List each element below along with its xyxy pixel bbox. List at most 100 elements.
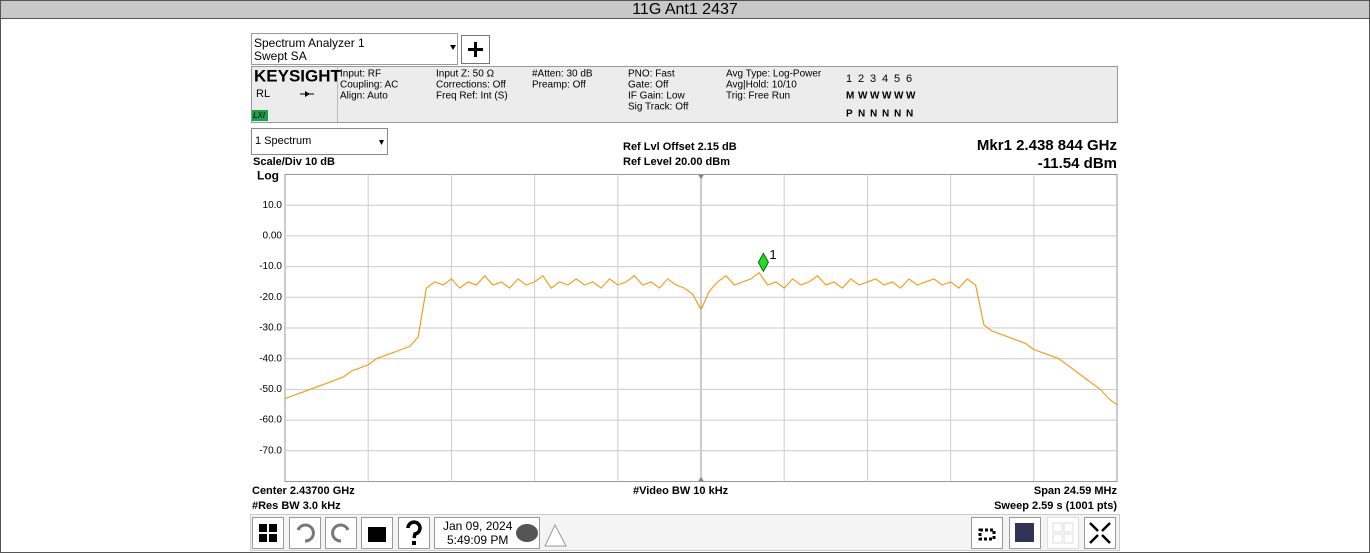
icon (1015, 523, 1034, 542)
sweep: Sweep 2.59 s (1001 pts) (994, 500, 1117, 512)
marker-freq: Mkr1 2.438 844 GHz (977, 137, 1117, 154)
icon (1052, 533, 1063, 544)
icon (1063, 533, 1074, 544)
window-name: 1 Spectrum (255, 135, 311, 147)
y-tick-label: -50.0 (259, 384, 282, 395)
marker (757, 252, 769, 273)
icon (412, 541, 416, 545)
taskbar-icons (252, 517, 1116, 549)
trace-number: 1 (846, 73, 852, 85)
trace-type: W (894, 91, 904, 102)
trace-number: 5 (894, 73, 900, 85)
icon (259, 534, 267, 542)
info-text: Sig Track: Off (628, 102, 689, 113)
ref-level: Ref Level 20.00 dBm (623, 156, 730, 168)
page-title: 11G Ant1 2437 (632, 1, 738, 18)
fullscreen-button[interactable] (1084, 517, 1116, 549)
marker-level: -11.54 dBm (1038, 155, 1117, 172)
trace-detector: N (894, 109, 901, 120)
trace-type: W (882, 91, 892, 102)
info-text: Avg|Hold: 10/10 (726, 80, 797, 91)
alert-icon[interactable] (544, 523, 567, 547)
multi-window-button[interactable] (1047, 517, 1079, 549)
video-bw: #Video BW 10 kHz (633, 485, 729, 497)
dropdown-arrow (450, 45, 456, 50)
badge: LXI (253, 111, 266, 120)
scale: Scale/Div 10 dB (253, 156, 335, 168)
undo-button[interactable] (289, 517, 321, 549)
info-text: Coupling: AC (340, 80, 398, 91)
trace-number: 6 (906, 73, 912, 85)
input-icon (305, 91, 310, 97)
y-tick-label: -10.0 (259, 261, 282, 272)
rl: RL (256, 88, 270, 100)
add-button[interactable] (461, 35, 490, 64)
center: Center 2.43700 GHz (252, 485, 355, 497)
info-text: Input Z: 50 Ω (436, 69, 495, 80)
icon (1052, 522, 1063, 533)
info-text: Avg Type: Log-Power (726, 69, 822, 80)
y-tick-label: -60.0 (259, 415, 282, 426)
trace-detector: N (858, 109, 865, 120)
info-text: Corrections: Off (436, 80, 506, 91)
windows-button[interactable] (252, 517, 284, 549)
icon (269, 524, 277, 532)
trace-number: 3 (870, 73, 876, 85)
scale-type: Log (257, 169, 279, 183)
info-text: Input: RF (340, 69, 381, 80)
info-bar (251, 66, 1118, 123)
trace-number: 4 (882, 73, 888, 85)
info-text: Preamp: Off (532, 80, 586, 91)
dropdown-arrow (379, 140, 384, 145)
spectrum-selector[interactable] (251, 128, 388, 155)
icon (269, 534, 277, 542)
center-marker (698, 476, 704, 482)
info-text: PNO: Fast (628, 69, 675, 80)
trace-type: W (906, 91, 916, 102)
icon (978, 528, 996, 541)
ref-offset: Ref Lvl Offset 2.15 dB (623, 141, 737, 153)
trace-detector: N (906, 109, 913, 120)
trace-detector: N (870, 109, 877, 120)
trace-type: M (846, 91, 854, 102)
info-text: Gate: Off (628, 80, 669, 91)
icon (296, 523, 315, 543)
lxi-badge (252, 110, 268, 121)
trace-detector: P (846, 109, 853, 120)
info-text: Trig: Free Run (726, 91, 790, 102)
info-text: Freq Ref: Int (S) (436, 91, 508, 102)
res-bw: #Res BW 3.0 kHz (252, 500, 341, 512)
layout-button[interactable] (971, 517, 1003, 549)
window-selector[interactable] (251, 33, 458, 65)
y-tick-label: 0.00 (263, 231, 283, 242)
y-tick-label: -70.0 (259, 445, 282, 456)
icon (406, 520, 422, 539)
chat-icon[interactable] (516, 524, 538, 542)
y-tick-label: -40.0 (259, 353, 282, 364)
mode: Swept SA (254, 49, 307, 63)
icon (259, 524, 267, 532)
marker-label: 1 (769, 247, 776, 262)
redo-button[interactable] (325, 517, 357, 549)
info-text: #Atten: 30 dB (532, 69, 593, 80)
trace-detector: N (882, 109, 889, 120)
date: Jan 09, 2024 (443, 519, 513, 533)
trace (284, 271, 1118, 406)
y-tick-label: 10.0 (263, 200, 283, 211)
icon (331, 523, 350, 543)
icon (1089, 522, 1111, 544)
icon (1063, 522, 1074, 533)
trace-type: W (858, 91, 868, 102)
info-text: IF Gain: Low (628, 91, 685, 102)
brand: KEYSIGHT (254, 66, 342, 85)
window-title: Spectrum Analyzer 1 (254, 36, 365, 50)
trace-type: W (870, 91, 880, 102)
span: Span 24.59 MHz (1034, 485, 1118, 497)
y-tick-label: -30.0 (259, 323, 282, 334)
time: 5:49:09 PM (447, 533, 508, 547)
trace-number: 2 (858, 73, 864, 85)
y-tick-label: -20.0 (259, 292, 282, 303)
icon (368, 527, 386, 542)
info-text: Align: Auto (340, 91, 388, 102)
